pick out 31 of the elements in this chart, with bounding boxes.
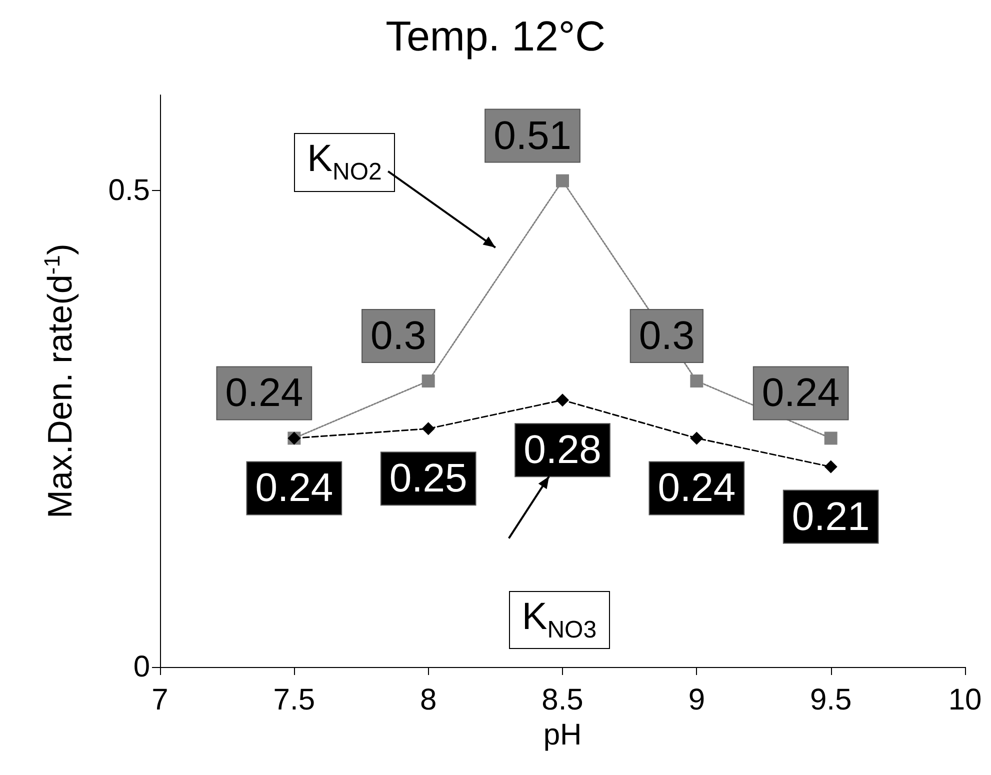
y-tick-label: 0 bbox=[133, 650, 150, 684]
point bbox=[824, 432, 838, 445]
point bbox=[690, 432, 704, 445]
text: K$_{NO3}$ bbox=[508, 590, 610, 650]
x-tick-label: 10 bbox=[948, 684, 982, 716]
point bbox=[690, 374, 704, 388]
data-label: 0.3 bbox=[638, 314, 694, 358]
y-tick-label: 0.5 bbox=[108, 174, 150, 207]
point bbox=[556, 174, 569, 188]
chart-title: Temp. 12°C bbox=[386, 12, 606, 60]
x-tick-label: 9 bbox=[688, 684, 706, 716]
x-axis-title: pH bbox=[543, 718, 582, 752]
x-tick-label: 7 bbox=[152, 684, 168, 716]
point bbox=[824, 460, 838, 474]
x-tick-label: 8 bbox=[420, 684, 437, 716]
data-label: 0.28 bbox=[524, 428, 602, 472]
data-label: 0.24 bbox=[762, 371, 840, 416]
data-label: 0.21 bbox=[792, 494, 870, 539]
point bbox=[422, 422, 435, 436]
data-label: 0.25 bbox=[389, 456, 468, 501]
point bbox=[422, 374, 435, 388]
data-label: 0.3 bbox=[370, 314, 426, 358]
x-tick-label: 8.5 bbox=[542, 684, 584, 716]
data-label: 0.24 bbox=[658, 466, 736, 510]
point bbox=[556, 394, 569, 407]
text: K$_{NO2}$ bbox=[294, 133, 395, 192]
x-tick-label: 9.5 bbox=[810, 684, 852, 716]
x-tick-label: 7.5 bbox=[273, 684, 316, 716]
data-label: 0.51 bbox=[494, 114, 572, 158]
data-label: 0.24 bbox=[255, 466, 334, 510]
data-label: 0.24 bbox=[225, 371, 304, 416]
